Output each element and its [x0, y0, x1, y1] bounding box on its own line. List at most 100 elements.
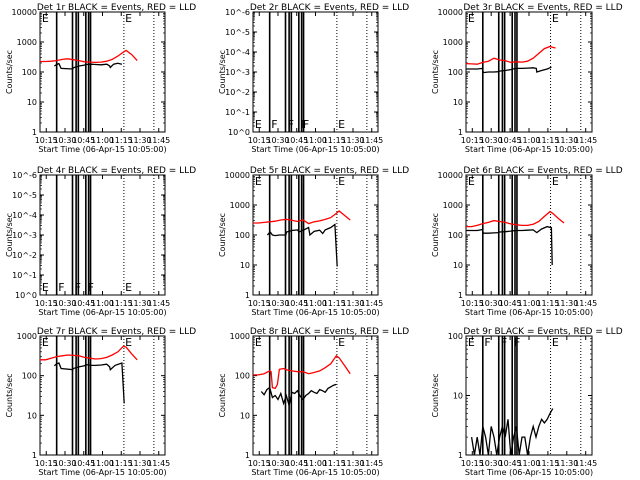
flag-E: E [468, 336, 475, 349]
y-tick-label: 10 [240, 411, 250, 420]
panel-title: Det 3r BLACK = Events, RED = LLD [463, 3, 622, 13]
y-tick-label: 1000 [443, 38, 463, 47]
x-tick-label: 11:30 [128, 299, 151, 308]
panel-2: Det 2r BLACK = Events, RED = LLD10:1510:… [218, 3, 409, 154]
x-tick-label: 11:45 [574, 136, 597, 145]
flag-E: E [468, 175, 475, 188]
flag-E: E [125, 281, 132, 294]
y-tick-label: 100 [448, 231, 463, 240]
y-tick-label: 10^-6 [12, 171, 37, 180]
y-axis-label: Counts/sec [218, 50, 227, 94]
y-tick-label: 1 [458, 451, 463, 460]
x-tick-label: 11:30 [555, 136, 578, 145]
x-tick-label: 11:15 [110, 299, 133, 308]
panel-title: Det 8r BLACK = Events, RED = LLD [250, 327, 409, 337]
panel-5: Det 5r BLACK = Events, RED = LLD10:1510:… [218, 166, 409, 317]
x-tick-label: 11:15 [110, 459, 133, 468]
y-tick-label: 10^-5 [225, 28, 250, 37]
flag-E: E [255, 118, 262, 131]
x-tick-label: 11:00 [91, 299, 114, 308]
x-tick-label: 11:30 [128, 459, 151, 468]
flag-F: F [58, 281, 64, 294]
plot-frame [465, 174, 593, 296]
x-tick-label: 11:00 [517, 299, 540, 308]
x-tick-label: 11:00 [517, 136, 540, 145]
x-tick-label: 11:15 [536, 459, 559, 468]
flag-E: E [255, 175, 262, 188]
plot-frame [252, 11, 379, 133]
x-tick-label: 11:45 [147, 299, 170, 308]
x-tick-label: 11:45 [574, 299, 597, 308]
panel-title: Det 6r BLACK = Events, RED = LLD [463, 166, 622, 176]
plot-frame [39, 174, 166, 296]
flag-F: F [303, 118, 309, 131]
panel-title: Det 5r BLACK = Events, RED = LLD [250, 166, 409, 176]
x-axis-label: Start Time (06-Apr-15 10:05:00) [251, 468, 379, 477]
x-tick-label: 11:45 [360, 299, 383, 308]
x-tick-label: 10:45 [499, 299, 522, 308]
x-tick-label: 11:00 [304, 459, 327, 468]
flag-F: F [301, 118, 307, 131]
x-tick-label: 11:15 [110, 136, 133, 145]
y-tick-label: 10000 [438, 8, 463, 17]
y-tick-label: 100 [22, 68, 37, 77]
flag-E: E [125, 12, 132, 25]
x-tick-label: 10:15 [248, 299, 271, 308]
y-axis-label: Counts/sec [5, 50, 14, 94]
flag-E: E [468, 12, 475, 25]
x-tick-label: 11:00 [91, 459, 114, 468]
y-axis-label: Counts/sec [431, 50, 440, 94]
x-axis-label: Start Time (06-Apr-15 10:05:00) [38, 145, 166, 154]
y-tick-label: 1 [32, 451, 37, 460]
series-lld [253, 210, 351, 225]
y-tick-label: 10^-6 [225, 8, 250, 17]
x-tick-label: 10:30 [480, 299, 503, 308]
series-lld [40, 49, 138, 64]
y-tick-label: 10000 [12, 8, 37, 17]
flag-E: E [42, 281, 49, 294]
y-tick-label: 10 [453, 98, 463, 107]
x-tick-label: 10:15 [35, 299, 58, 308]
x-tick-label: 11:45 [574, 459, 597, 468]
panel-title: Det 7r BLACK = Events, RED = LLD [37, 327, 196, 337]
y-tick-label: 10^-4 [225, 48, 250, 57]
y-tick-label: 100 [448, 332, 463, 341]
y-tick-label: 100 [235, 372, 250, 381]
y-axis-label: Counts/sec [5, 213, 14, 257]
x-tick-label: 10:15 [35, 136, 58, 145]
y-tick-label: 1 [245, 291, 250, 300]
y-axis-label: Counts/sec [431, 373, 440, 417]
x-tick-label: 10:30 [53, 299, 76, 308]
flag-F: F [288, 118, 294, 131]
x-axis-label: Start Time (06-Apr-15 10:05:00) [465, 468, 593, 477]
y-tick-label: 1000 [17, 332, 37, 341]
series-lld [465, 45, 556, 65]
flag-E: E [338, 175, 345, 188]
y-tick-label: 1000 [443, 201, 463, 210]
x-tick-label: 10:15 [461, 136, 484, 145]
y-tick-label: 10000 [225, 171, 250, 180]
series-lld [253, 354, 351, 390]
x-tick-label: 10:15 [248, 136, 271, 145]
y-tick-label: 10^0 [15, 291, 37, 300]
y-axis-label: Counts/sec [5, 373, 14, 417]
y-tick-label: 10 [27, 411, 37, 420]
y-tick-label: 10 [453, 392, 463, 401]
panel-title: Det 1r BLACK = Events, RED = LLD [37, 3, 196, 13]
x-axis-label: Start Time (06-Apr-15 10:05:00) [251, 145, 379, 154]
x-tick-label: 10:45 [72, 136, 95, 145]
panel-4: Det 4r BLACK = Events, RED = LLD10:1510:… [5, 166, 196, 317]
x-tick-label: 10:45 [499, 136, 522, 145]
panel-8: Det 8r BLACK = Events, RED = LLD10:1510:… [218, 327, 409, 477]
x-tick-label: 11:45 [360, 136, 383, 145]
flag-E: E [125, 336, 132, 349]
y-tick-label: 10^-3 [225, 68, 250, 77]
panel-6: Det 6r BLACK = Events, RED = LLD10:1510:… [431, 166, 623, 317]
series-events [54, 62, 123, 70]
x-tick-label: 11:00 [304, 136, 327, 145]
x-tick-label: 11:00 [91, 136, 114, 145]
y-tick-label: 10^-1 [225, 108, 250, 117]
x-tick-label: 10:45 [285, 459, 308, 468]
flag-E: E [552, 175, 559, 188]
